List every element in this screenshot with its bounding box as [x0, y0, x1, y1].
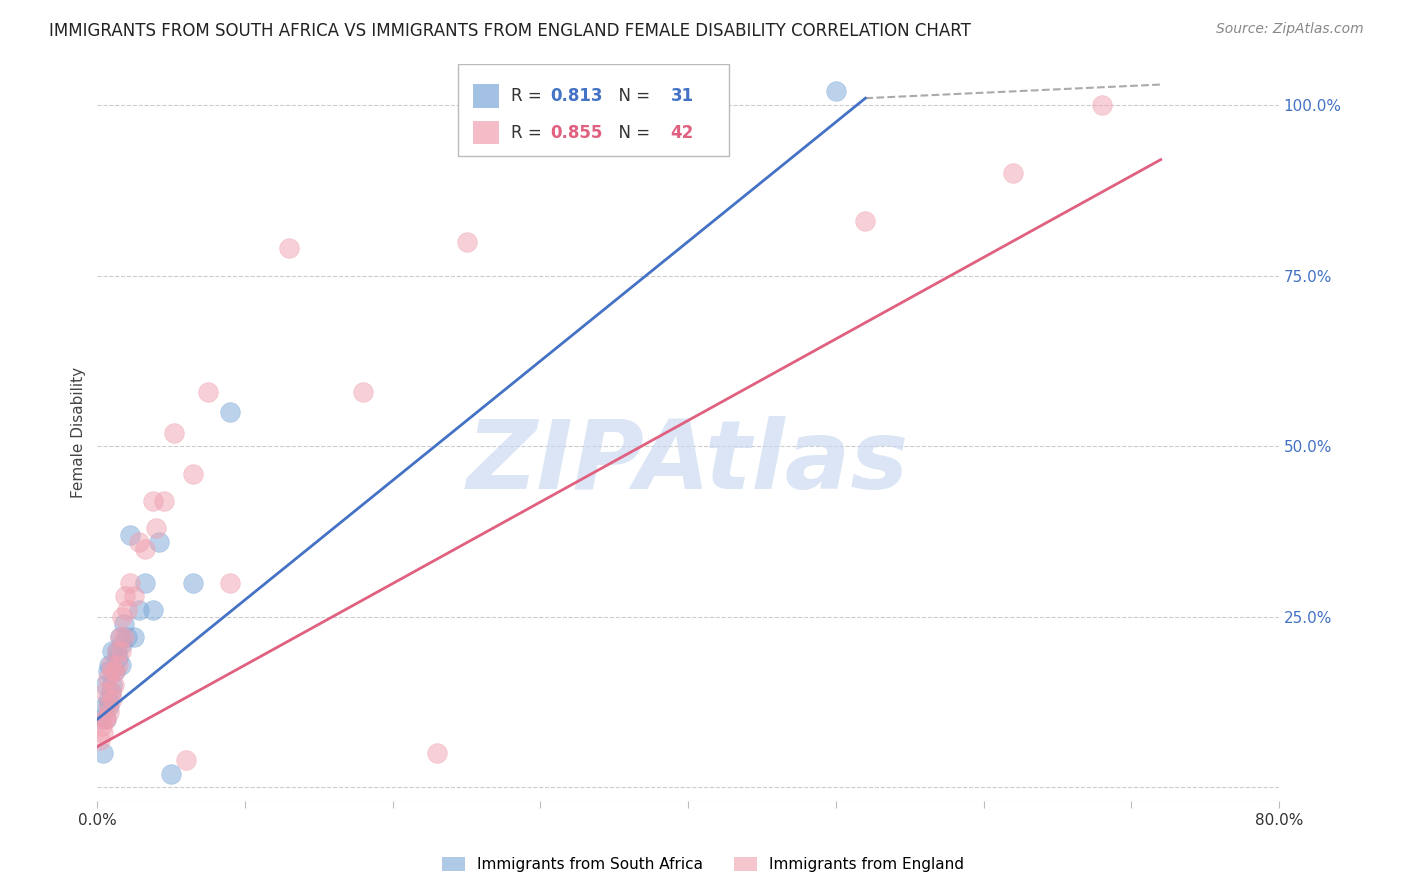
- Point: [100, 685, 122, 699]
- Point: [101, 644, 124, 658]
- Point: [124, 590, 146, 604]
- Bar: [472, 120, 499, 145]
- Text: IMMIGRANTS FROM SOUTH AFRICA VS IMMIGRANTS FROM ENGLAND FEMALE DISABILITY CORREL: IMMIGRANTS FROM SOUTH AFRICA VS IMMIGRAN…: [49, 22, 972, 40]
- Point: [278, 241, 301, 255]
- Point: [97, 665, 120, 679]
- Point: [104, 665, 127, 679]
- Point: [219, 405, 242, 419]
- Text: 0.855: 0.855: [550, 124, 602, 142]
- Point: [89, 712, 111, 726]
- Point: [160, 767, 183, 781]
- Point: [111, 610, 134, 624]
- Point: [96, 712, 118, 726]
- Point: [101, 678, 124, 692]
- Point: [183, 467, 205, 481]
- Point: [103, 678, 125, 692]
- Point: [107, 650, 129, 665]
- Point: [142, 493, 165, 508]
- Point: [98, 698, 121, 713]
- Point: [352, 384, 374, 399]
- Y-axis label: Female Disability: Female Disability: [72, 367, 86, 498]
- Point: [1091, 98, 1114, 112]
- Point: [115, 603, 138, 617]
- Point: [853, 214, 876, 228]
- Text: R =: R =: [510, 124, 547, 142]
- Point: [110, 644, 132, 658]
- Point: [107, 657, 129, 672]
- Point: [128, 534, 150, 549]
- Point: [115, 631, 138, 645]
- Point: [1002, 166, 1025, 180]
- Text: 0.813: 0.813: [550, 87, 602, 104]
- Point: [100, 657, 122, 672]
- Point: [97, 698, 120, 713]
- Legend: Immigrants from South Africa, Immigrants from England: Immigrants from South Africa, Immigrants…: [434, 849, 972, 880]
- Point: [183, 575, 205, 590]
- Text: ZIPAtlas: ZIPAtlas: [467, 416, 910, 508]
- Point: [96, 712, 118, 726]
- Text: 31: 31: [671, 87, 693, 104]
- Point: [112, 616, 135, 631]
- Point: [101, 691, 124, 706]
- Point: [98, 657, 121, 672]
- Text: 42: 42: [671, 124, 693, 142]
- Point: [100, 685, 122, 699]
- Point: [97, 671, 120, 685]
- Point: [124, 631, 146, 645]
- Point: [101, 665, 124, 679]
- Text: N =: N =: [607, 124, 655, 142]
- Point: [134, 541, 156, 556]
- Point: [134, 575, 156, 590]
- Point: [93, 685, 115, 699]
- Point: [142, 603, 165, 617]
- Point: [197, 384, 219, 399]
- Point: [104, 665, 127, 679]
- Point: [118, 575, 141, 590]
- Text: N =: N =: [607, 87, 655, 104]
- Point: [112, 631, 135, 645]
- Point: [676, 112, 699, 126]
- Point: [90, 719, 112, 733]
- Point: [97, 691, 120, 706]
- Point: [163, 425, 186, 440]
- Text: R =: R =: [510, 87, 547, 104]
- Point: [108, 631, 131, 645]
- Point: [91, 747, 114, 761]
- Point: [108, 631, 131, 645]
- Point: [219, 575, 242, 590]
- Point: [128, 603, 150, 617]
- Point: [174, 753, 197, 767]
- Point: [93, 712, 115, 726]
- Point: [105, 644, 128, 658]
- Point: [93, 698, 115, 713]
- Point: [105, 644, 128, 658]
- Point: [145, 521, 167, 535]
- Point: [93, 678, 115, 692]
- Point: [98, 706, 121, 720]
- Text: Source: ZipAtlas.com: Source: ZipAtlas.com: [1216, 22, 1364, 37]
- Point: [153, 493, 176, 508]
- FancyBboxPatch shape: [458, 64, 730, 156]
- Bar: [472, 84, 499, 108]
- Point: [456, 235, 478, 249]
- Point: [111, 637, 134, 651]
- Point: [89, 732, 111, 747]
- Point: [91, 726, 114, 740]
- Point: [114, 590, 136, 604]
- Point: [426, 747, 449, 761]
- Point: [110, 657, 132, 672]
- Point: [118, 528, 141, 542]
- Point: [148, 534, 170, 549]
- Point: [824, 84, 846, 98]
